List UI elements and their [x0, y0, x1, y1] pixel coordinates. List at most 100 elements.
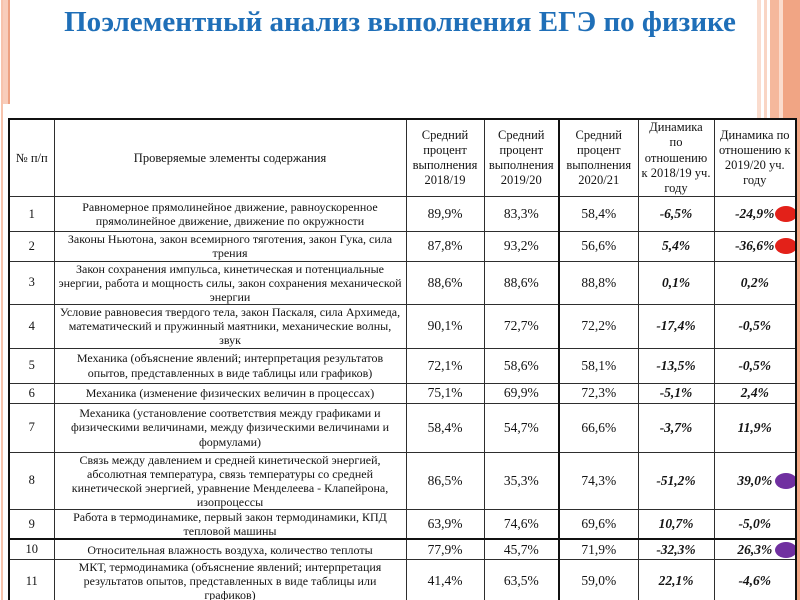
- row-number: 8: [8, 451, 55, 511]
- dyn-2019-cell: -5,0%: [713, 509, 797, 540]
- pct-2020-cell: 88,8%: [558, 260, 639, 306]
- table-header-row: № п/п Проверяемые элементы содержания Ср…: [8, 118, 797, 198]
- header-dynamics-2018: Динамика по отношению к 2018/19 уч. году: [637, 118, 715, 198]
- dyn-2019-cell: -0,5%: [713, 304, 797, 349]
- table-row: 7 Механика (установление соответствия ме…: [8, 402, 797, 453]
- pct-2020-cell: 56,6%: [558, 231, 639, 262]
- table-row: 8 Связь между давлением и средней кинети…: [8, 451, 797, 511]
- topic-cell: Закон сохранения импульса, кинетическая …: [53, 260, 407, 306]
- analysis-table: № п/п Проверяемые элементы содержания Ср…: [8, 118, 797, 600]
- topic-cell: Условие равновесия твердого тела, закон …: [53, 304, 407, 349]
- topic-cell: Механика (установление соответствия межд…: [53, 402, 407, 453]
- dyn-2019-cell: 0,2%: [713, 260, 797, 306]
- topic-cell: Работа в термодинамике, первый закон тер…: [53, 509, 407, 540]
- pct-2019-cell: 45,7%: [483, 538, 560, 560]
- topic-cell: Механика (изменение физических величин в…: [53, 382, 407, 404]
- dyn-2018-cell: -17,4%: [637, 304, 715, 349]
- pct-2019-cell: 63,5%: [483, 558, 560, 600]
- pct-2018-cell: 63,9%: [405, 509, 485, 540]
- dyn-2018-cell: 10,7%: [637, 509, 715, 540]
- slide-title: Поэлементный анализ выполнения ЕГЭ по фи…: [64, 6, 736, 38]
- dyn-2019-cell: -0,5%: [713, 347, 797, 384]
- dyn-2019-value: -24,9%: [735, 206, 775, 222]
- pct-2020-cell: 58,4%: [558, 196, 639, 233]
- topic-cell: Относительная влажность воздуха, количес…: [53, 538, 407, 560]
- dyn-2019-cell: -24,9%: [713, 196, 797, 233]
- topic-cell: МКТ, термодинамика (объяснение явлений; …: [53, 558, 407, 600]
- table-row: 1 Равномерное прямолинейное движение, ра…: [8, 196, 797, 233]
- dyn-2019-cell: 2,4%: [713, 382, 797, 404]
- row-number: 6: [8, 382, 55, 404]
- header-content-elements: Проверяемые элементы содержания: [53, 118, 407, 198]
- pct-2018-cell: 89,9%: [405, 196, 485, 233]
- pct-2019-cell: 35,3%: [483, 451, 560, 511]
- pct-2020-cell: 69,6%: [558, 509, 639, 540]
- dyn-2018-cell: -13,5%: [637, 347, 715, 384]
- pct-2020-cell: 72,3%: [558, 382, 639, 404]
- purple-circle-marker: [775, 472, 795, 489]
- pct-2018-cell: 90,1%: [405, 304, 485, 349]
- dyn-2019-cell: 39,0%: [713, 451, 797, 511]
- table-row: 5 Механика (объяснение явлений; интерпре…: [8, 347, 797, 384]
- table-row: 11 МКТ, термодинамика (объяснение явлени…: [8, 558, 797, 600]
- pct-2019-cell: 58,6%: [483, 347, 560, 384]
- row-number: 1: [8, 196, 55, 233]
- dyn-2019-value: 26,3%: [737, 541, 773, 557]
- row-number: 2: [8, 231, 55, 262]
- table-row: 3 Закон сохранения импульса, кинетическа…: [8, 260, 797, 306]
- pct-2019-cell: 88,6%: [483, 260, 560, 306]
- dyn-2018-cell: 22,1%: [637, 558, 715, 600]
- table-row: 10 Относительная влажность воздуха, коли…: [8, 538, 797, 560]
- dyn-2019-cell: -4,6%: [713, 558, 797, 600]
- header-row-number: № п/п: [8, 118, 55, 198]
- table-row: 6 Механика (изменение физических величин…: [8, 382, 797, 404]
- left-border-stripe-inner: [3, 0, 11, 104]
- dyn-2018-cell: -3,7%: [637, 402, 715, 453]
- table-row: 9 Работа в термодинамике, первый закон т…: [8, 509, 797, 540]
- table-row: 4 Условие равновесия твердого тела, зако…: [8, 304, 797, 349]
- dyn-2019-cell: -36,6%: [713, 231, 797, 262]
- row-number: 10: [8, 538, 55, 560]
- table-row: 2 Законы Ньютона, закон всемирного тягот…: [8, 231, 797, 262]
- red-circle-marker: [775, 206, 795, 223]
- pct-2019-cell: 69,9%: [483, 382, 560, 404]
- row-number: 9: [8, 509, 55, 540]
- pct-2018-cell: 58,4%: [405, 402, 485, 453]
- pct-2018-cell: 41,4%: [405, 558, 485, 600]
- pct-2018-cell: 77,9%: [405, 538, 485, 560]
- pct-2020-cell: 74,3%: [558, 451, 639, 511]
- dyn-2018-cell: 5,4%: [637, 231, 715, 262]
- pct-2018-cell: 87,8%: [405, 231, 485, 262]
- pct-2018-cell: 86,5%: [405, 451, 485, 511]
- pct-2019-cell: 74,6%: [483, 509, 560, 540]
- dyn-2019-cell: 26,3%: [713, 538, 797, 560]
- pct-2018-cell: 88,6%: [405, 260, 485, 306]
- header-avg-2020: Средний процент выполнения 2020/21: [558, 118, 639, 198]
- topic-cell: Законы Ньютона, закон всемирного тяготен…: [53, 231, 407, 262]
- dyn-2018-cell: -6,5%: [637, 196, 715, 233]
- row-number: 3: [8, 260, 55, 306]
- red-circle-marker: [775, 238, 795, 255]
- left-border-stripe: [0, 0, 4, 600]
- pct-2020-cell: 59,0%: [558, 558, 639, 600]
- pct-2019-cell: 72,7%: [483, 304, 560, 349]
- pct-2020-cell: 72,2%: [558, 304, 639, 349]
- row-number: 4: [8, 304, 55, 349]
- dyn-2019-value: 39,0%: [737, 472, 773, 488]
- topic-cell: Механика (объяснение явлений; интерпрета…: [53, 347, 407, 384]
- pct-2020-cell: 71,9%: [558, 538, 639, 560]
- pct-2019-cell: 54,7%: [483, 402, 560, 453]
- dyn-2019-cell: 11,9%: [713, 402, 797, 453]
- pct-2018-cell: 75,1%: [405, 382, 485, 404]
- purple-circle-marker: [775, 541, 795, 558]
- header-dynamics-2019: Динамика по отношению к 2019/20 уч. году: [713, 118, 797, 198]
- row-number: 5: [8, 347, 55, 384]
- dyn-2018-cell: -51,2%: [637, 451, 715, 511]
- topic-cell: Равномерное прямолинейное движение, равн…: [53, 196, 407, 233]
- dyn-2018-cell: 0,1%: [637, 260, 715, 306]
- header-avg-2019: Средний процент выполнения 2019/20: [483, 118, 560, 198]
- header-avg-2018: Средний процент выполнения 2018/19: [405, 118, 485, 198]
- pct-2020-cell: 58,1%: [558, 347, 639, 384]
- pct-2019-cell: 93,2%: [483, 231, 560, 262]
